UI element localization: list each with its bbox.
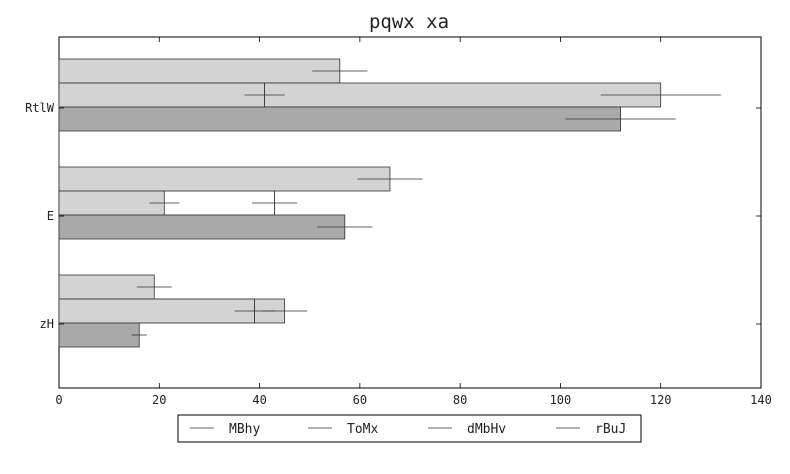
bar [58, 166, 391, 192]
bar [58, 58, 341, 84]
bar [58, 82, 662, 108]
plot-area: 0 20 40 60 80 100 120 140 RtlW EzH [25, 36, 772, 407]
x-tick-label: 20 [152, 393, 166, 407]
x-tick-label: 100 [550, 393, 572, 407]
legend-frame [177, 414, 642, 443]
y-tick-label: E [47, 209, 54, 223]
legend-label: MBhy [229, 422, 260, 437]
bar [58, 322, 140, 348]
x-tick-label: 0 [55, 393, 62, 407]
legend-label: rBuJ [595, 422, 626, 437]
bar [58, 214, 346, 240]
legend: MBhy ToMx dMbHv rBuJ [177, 414, 642, 443]
chart-title: pqwx xa [369, 11, 449, 33]
legend-label: ToMx [347, 422, 378, 437]
y-tick-label: RtlW [25, 101, 55, 115]
x-tick-label: 140 [750, 393, 772, 407]
y-tick-label: zH [40, 317, 54, 331]
legend-label: dMbHv [467, 422, 506, 437]
x-tick-label: 80 [453, 393, 467, 407]
x-tick-label: 120 [650, 393, 672, 407]
x-tick-label: 40 [252, 393, 266, 407]
bar [58, 190, 165, 216]
bar [58, 106, 621, 132]
x-tick-label: 60 [353, 393, 367, 407]
